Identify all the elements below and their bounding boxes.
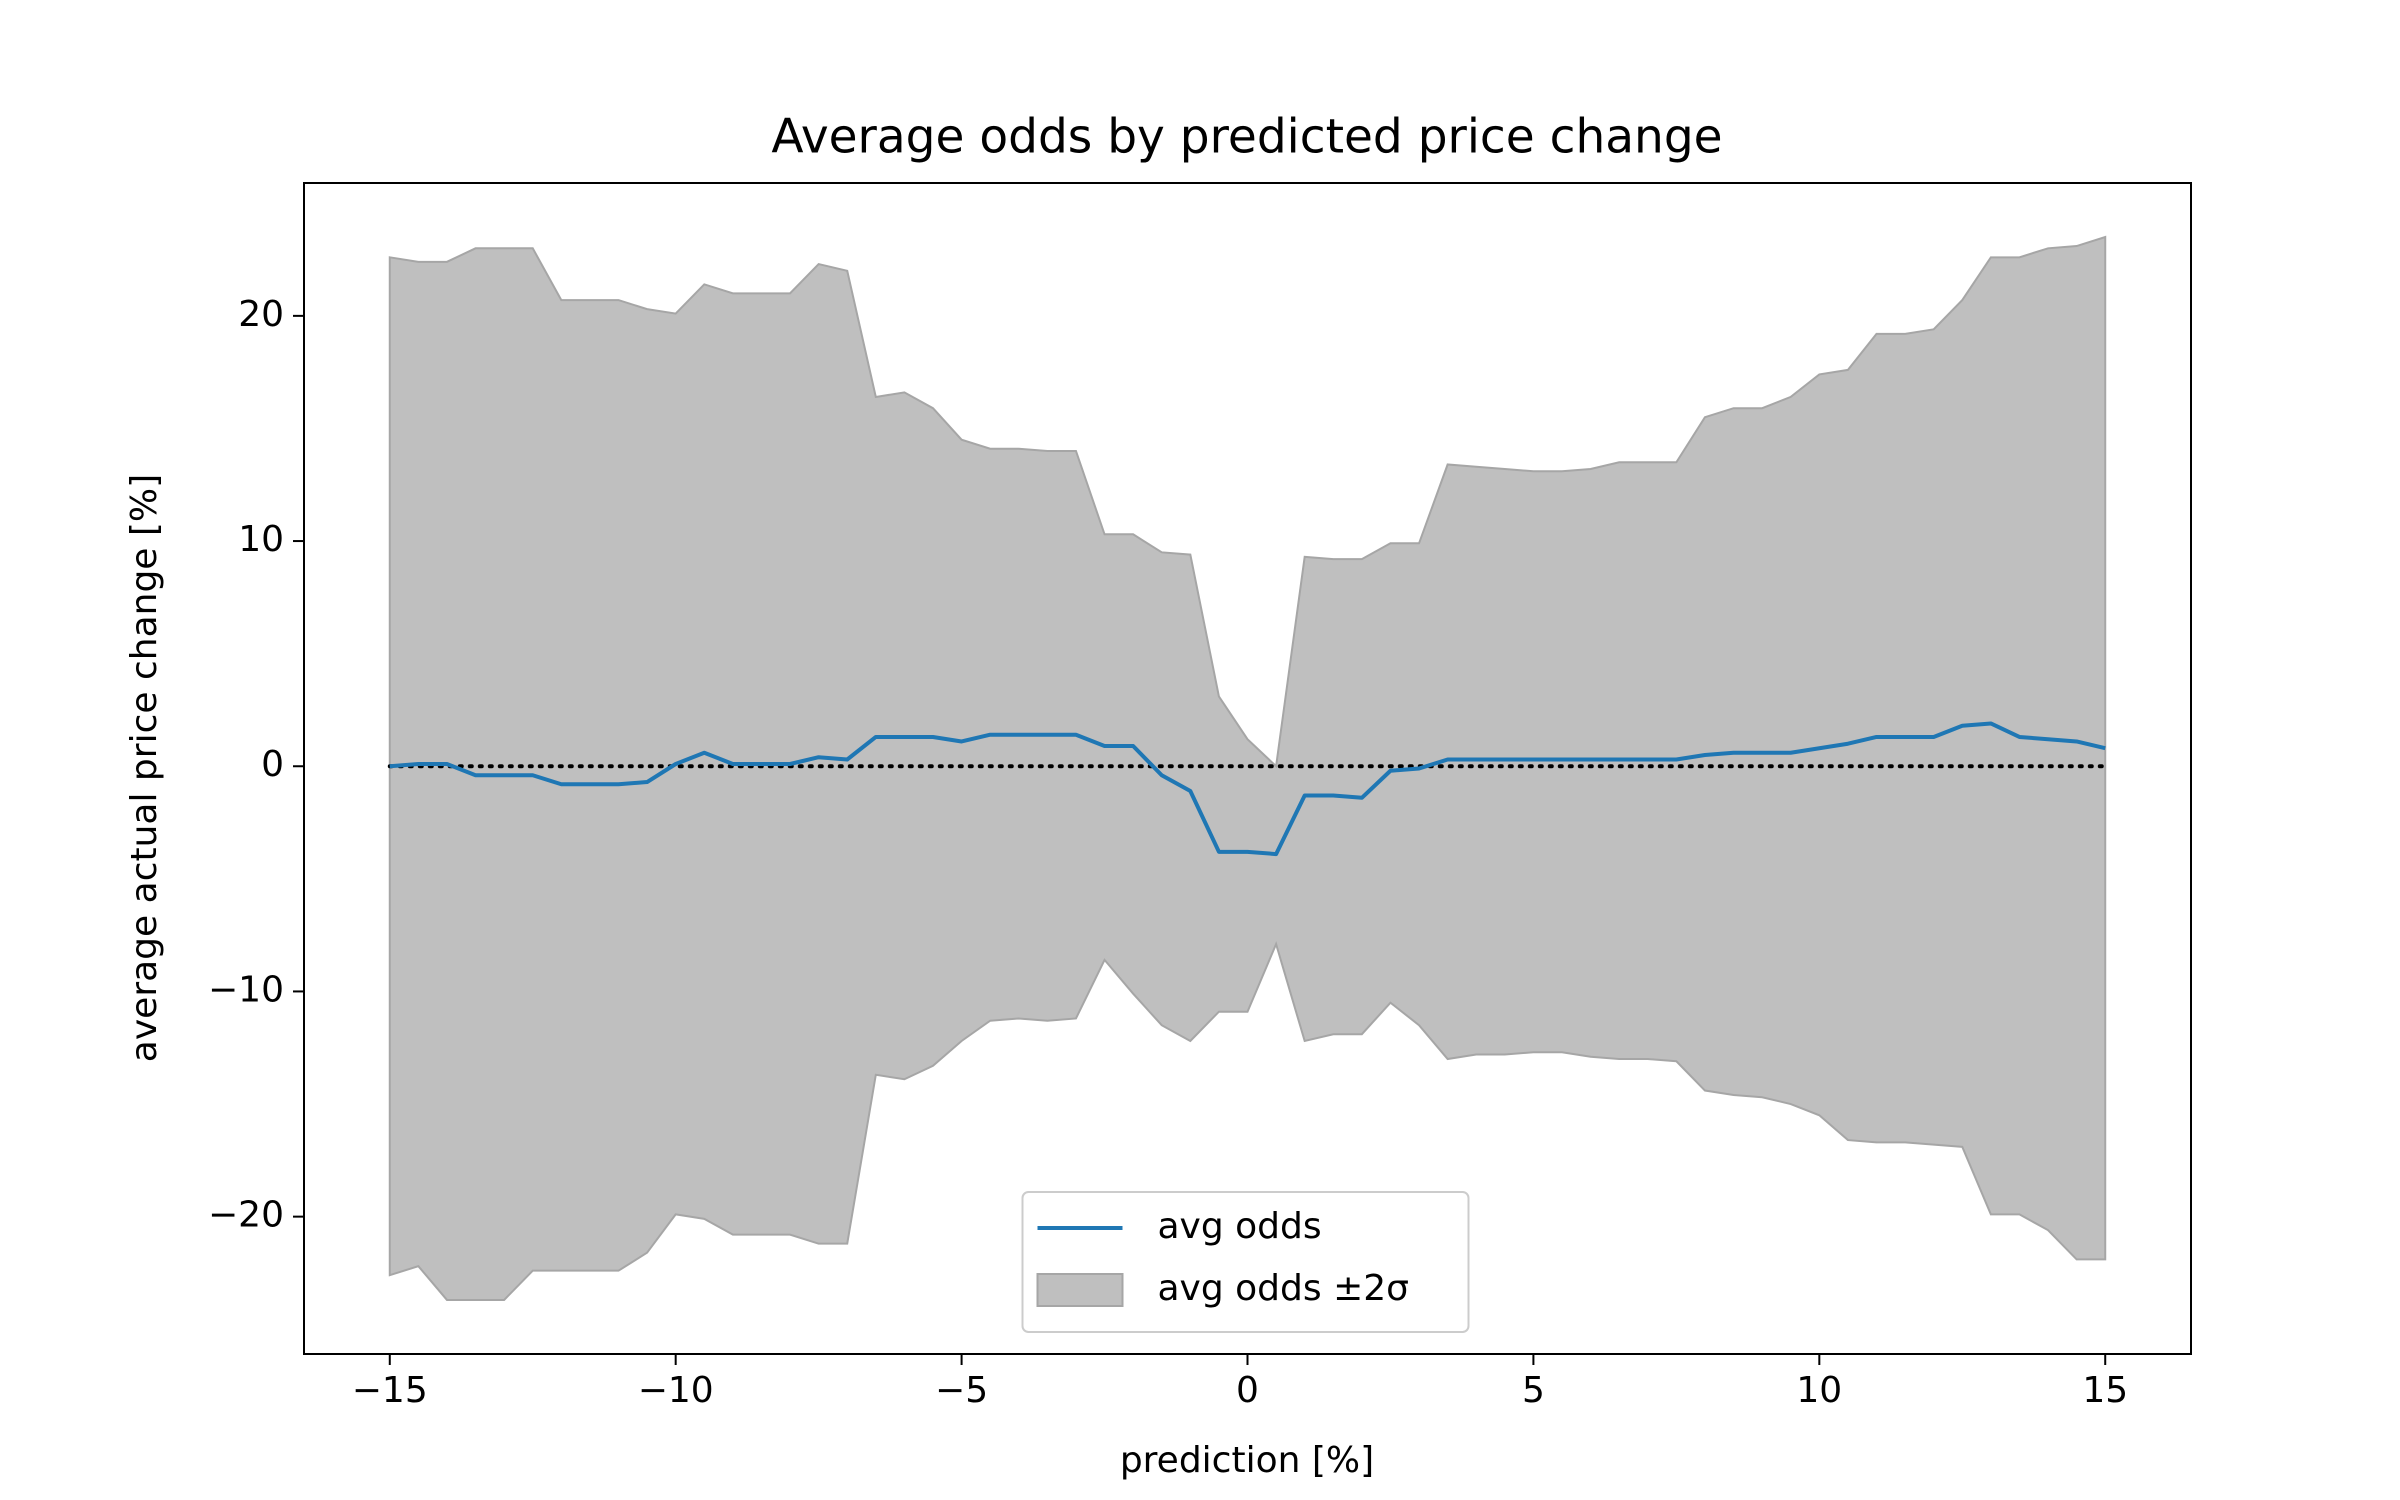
legend-label: avg odds ±2σ: [1158, 1268, 1409, 1309]
y-axis-label: average actual price change [%]: [124, 474, 165, 1062]
x-tick-label: 15: [2082, 1370, 2128, 1411]
legend-label: avg odds: [1158, 1206, 1322, 1247]
x-tick-label: −10: [638, 1370, 714, 1411]
y-tick-label: 10: [238, 519, 284, 560]
x-tick-label: 0: [1236, 1370, 1259, 1411]
x-axis-label: prediction [%]: [1120, 1440, 1374, 1481]
x-tick-label: −5: [935, 1370, 988, 1411]
series-line: [389, 721, 2106, 857]
legend-box: [1021, 1191, 1470, 1333]
chart-title: Average odds by predicted price change: [771, 110, 1722, 165]
y-tick-label: −20: [208, 1195, 284, 1236]
y-tick-label: 0: [261, 744, 284, 785]
x-tick-label: 10: [1796, 1370, 1842, 1411]
x-tick-label: 5: [1522, 1370, 1545, 1411]
x-tick-label: −15: [352, 1370, 428, 1411]
y-tick-label: 20: [238, 294, 284, 335]
y-tick-label: −10: [208, 969, 284, 1010]
legend-swatch: [1036, 1273, 1124, 1307]
band-area: [388, 235, 2107, 1301]
